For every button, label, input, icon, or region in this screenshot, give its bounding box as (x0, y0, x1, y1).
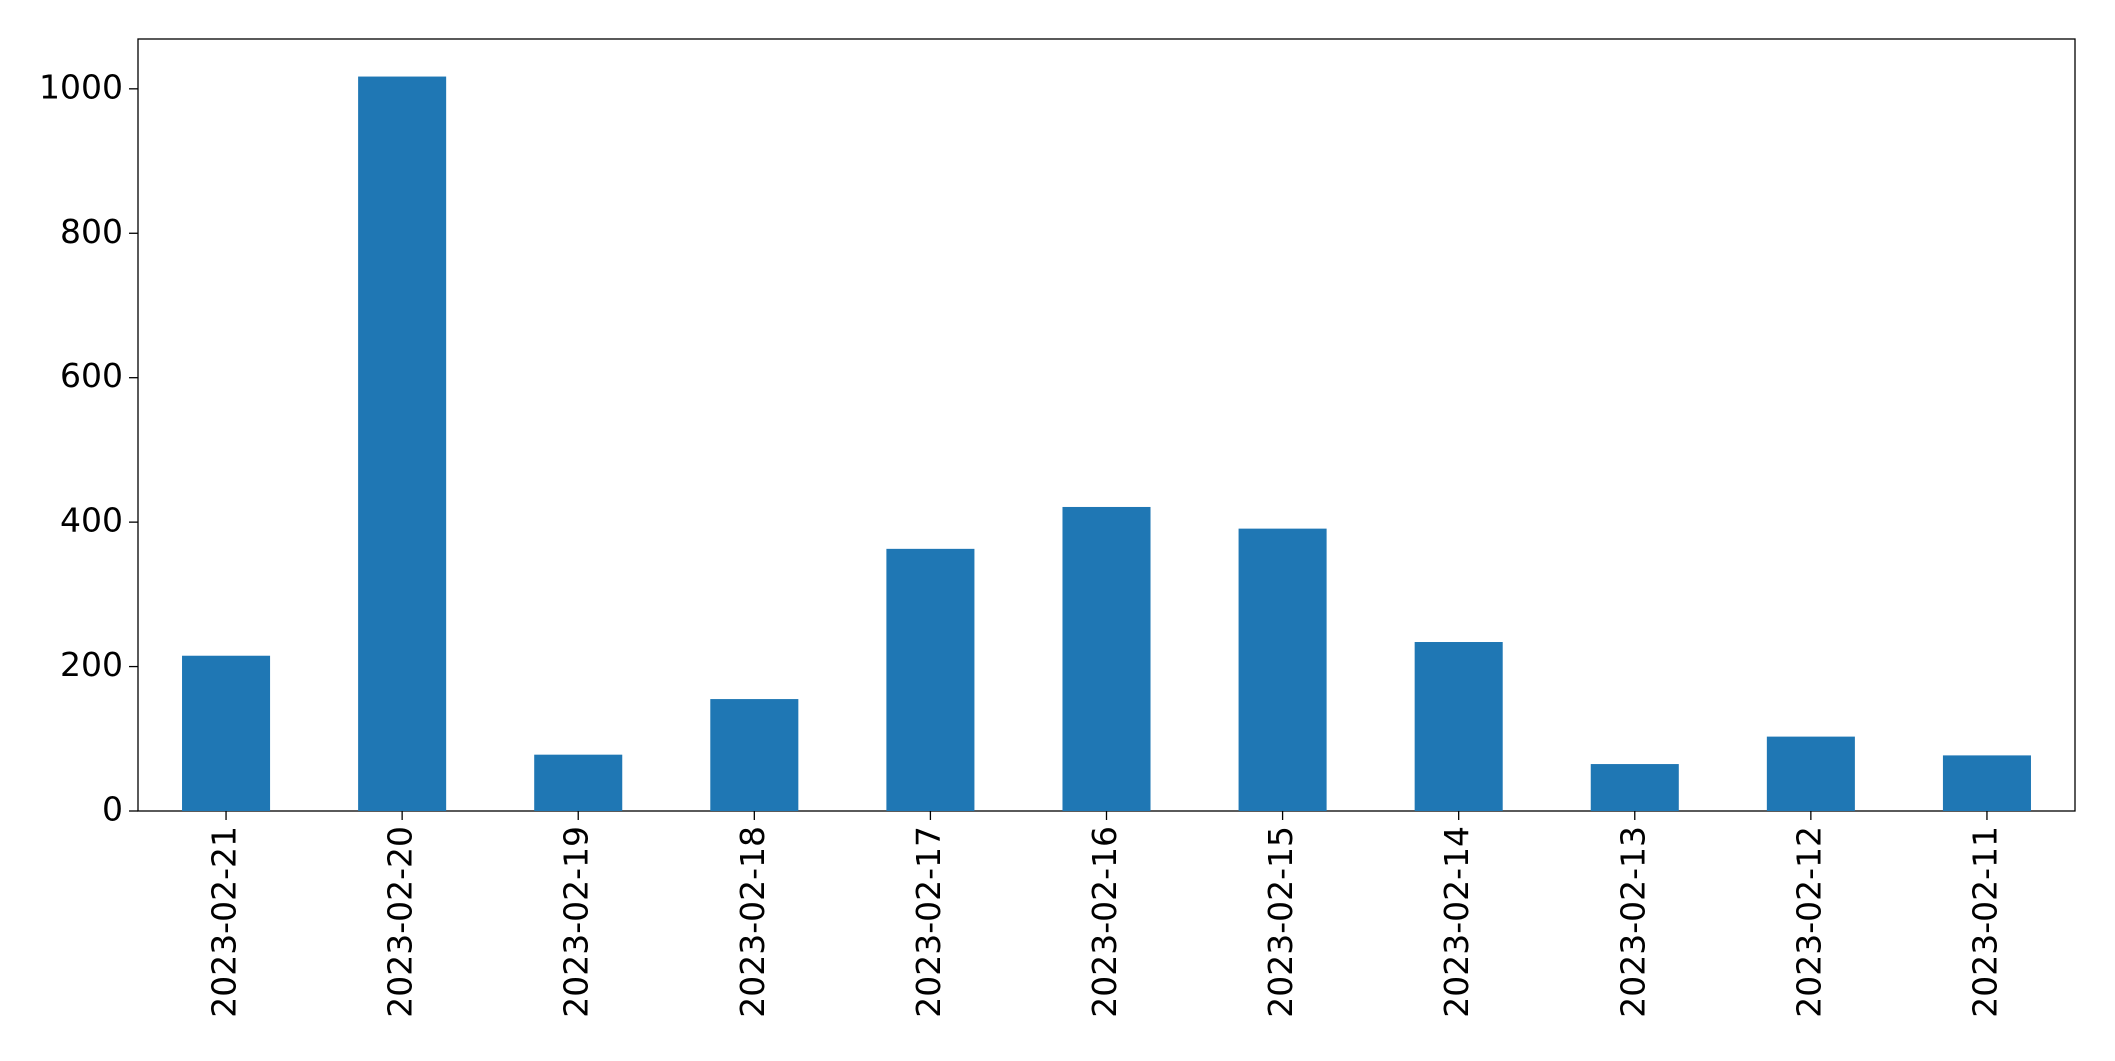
bar (1590, 764, 1679, 811)
y-tick-label: 0 (102, 790, 123, 829)
bar (358, 76, 447, 811)
y-tick-label: 600 (60, 356, 123, 395)
x-tick-label: 2023-02-16 (1085, 826, 1124, 1018)
y-tick-label: 200 (60, 645, 123, 684)
bar (1238, 528, 1327, 811)
x-tick-label: 2023-02-14 (1437, 826, 1476, 1018)
bar (1766, 736, 1855, 811)
bar (710, 699, 799, 811)
y-tick-label: 800 (60, 212, 123, 251)
x-tick-label: 2023-02-11 (1965, 826, 2004, 1018)
x-tick-label: 2023-02-13 (1613, 826, 1652, 1018)
bar (1414, 642, 1503, 811)
x-tick-label: 2023-02-19 (557, 826, 596, 1018)
y-tick-label: 1000 (39, 67, 123, 106)
bar (1062, 506, 1151, 811)
bar (886, 548, 975, 811)
x-tick-label: 2023-02-15 (1261, 826, 1300, 1018)
x-tick-label: 2023-02-17 (909, 826, 948, 1018)
bar (182, 655, 271, 811)
x-tick-label: 2023-02-20 (381, 826, 420, 1018)
x-tick-label: 2023-02-18 (733, 826, 772, 1018)
bar (1942, 755, 2031, 811)
x-tick-label: 2023-02-21 (205, 826, 244, 1018)
y-tick-label: 400 (60, 501, 123, 540)
x-tick-label: 2023-02-12 (1789, 826, 1828, 1018)
bar (534, 754, 623, 811)
